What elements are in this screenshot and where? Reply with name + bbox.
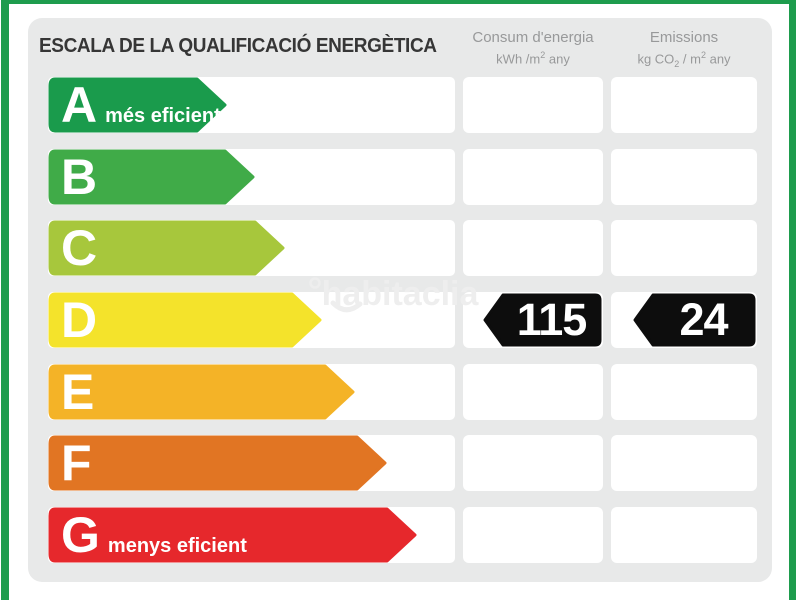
rating-arrow-a bbox=[48, 77, 227, 133]
rating-arrow-text: C bbox=[61, 220, 97, 276]
page-title: ESCALA DE LA QUALIFICACIÓ ENERGÈTICA bbox=[39, 35, 437, 57]
emissions-cell bbox=[611, 220, 757, 276]
rating-arrow-e bbox=[48, 364, 355, 420]
rating-letter: F bbox=[61, 435, 92, 491]
rating-row-e: E bbox=[48, 364, 757, 420]
rating-letter: A bbox=[61, 77, 98, 133]
emissions-cell bbox=[611, 435, 757, 491]
consum-value: 115 bbox=[516, 294, 588, 345]
emissions-value-arrow bbox=[633, 293, 756, 347]
consum-cell bbox=[463, 364, 603, 420]
rating-arrow-text: E bbox=[61, 364, 94, 420]
rating-letter: D bbox=[61, 292, 98, 348]
watermark: habitaclia bbox=[321, 275, 479, 313]
rating-letter: C bbox=[61, 220, 98, 276]
watermark-ring-icon bbox=[309, 277, 321, 289]
consum-cell bbox=[463, 220, 603, 276]
rating-arrow-f bbox=[48, 435, 387, 491]
emissions-header-label: Emissions bbox=[649, 29, 719, 46]
consum-cell bbox=[463, 507, 603, 563]
emissions-header-units: kg CO2 / m2 any bbox=[637, 50, 731, 70]
consum-column-header: Consum d'energia kWh /m2 any bbox=[463, 26, 603, 70]
watermark-smile-icon bbox=[330, 300, 363, 313]
rating-row-c: C bbox=[48, 220, 757, 276]
rating-arrow-text: B bbox=[61, 149, 97, 205]
rating-letter: B bbox=[61, 149, 98, 205]
rating-arrow-b bbox=[48, 149, 255, 205]
consum-header-label: Consum d'energia bbox=[472, 29, 594, 46]
rating-row-f: F bbox=[48, 435, 757, 491]
emissions-cell bbox=[611, 149, 757, 205]
consum-value-marker: 115 bbox=[482, 292, 603, 348]
rating-arrow-d bbox=[48, 292, 322, 348]
rating-letter: G bbox=[61, 507, 100, 563]
consum-cell bbox=[463, 77, 603, 133]
rating-row-d: D 115 24 bbox=[48, 292, 757, 348]
frame-border-right bbox=[789, 0, 796, 600]
rating-arrow-c bbox=[48, 220, 285, 276]
emissions-cell bbox=[611, 507, 757, 563]
rating-arrow-g bbox=[48, 507, 417, 563]
rating-sublabel: menys eficient bbox=[107, 535, 247, 557]
emissions-column-header: Emissions kg CO2 / m2 any bbox=[611, 26, 757, 72]
rating-arrow-text: D bbox=[61, 292, 97, 348]
consum-value-arrow bbox=[483, 293, 602, 347]
emissions-value: 24 bbox=[679, 294, 728, 345]
consum-header-units: kWh /m2 any bbox=[496, 50, 570, 67]
emissions-cell bbox=[611, 364, 757, 420]
rating-arrow-text: F bbox=[61, 435, 92, 491]
emissions-value-marker: 24 bbox=[632, 292, 757, 348]
rating-sublabel: més eficient bbox=[105, 105, 221, 127]
rating-letter: E bbox=[61, 364, 95, 420]
frame-border-left bbox=[1, 0, 9, 600]
consum-cell bbox=[463, 435, 603, 491]
rating-row-b: B bbox=[48, 149, 757, 205]
consum-cell bbox=[463, 149, 603, 205]
emissions-cell bbox=[611, 77, 757, 133]
frame-border-top bbox=[1, 0, 795, 4]
energy-scale-panel: ESCALA DE LA QUALIFICACIÓ ENERGÈTICA Con… bbox=[28, 18, 772, 582]
